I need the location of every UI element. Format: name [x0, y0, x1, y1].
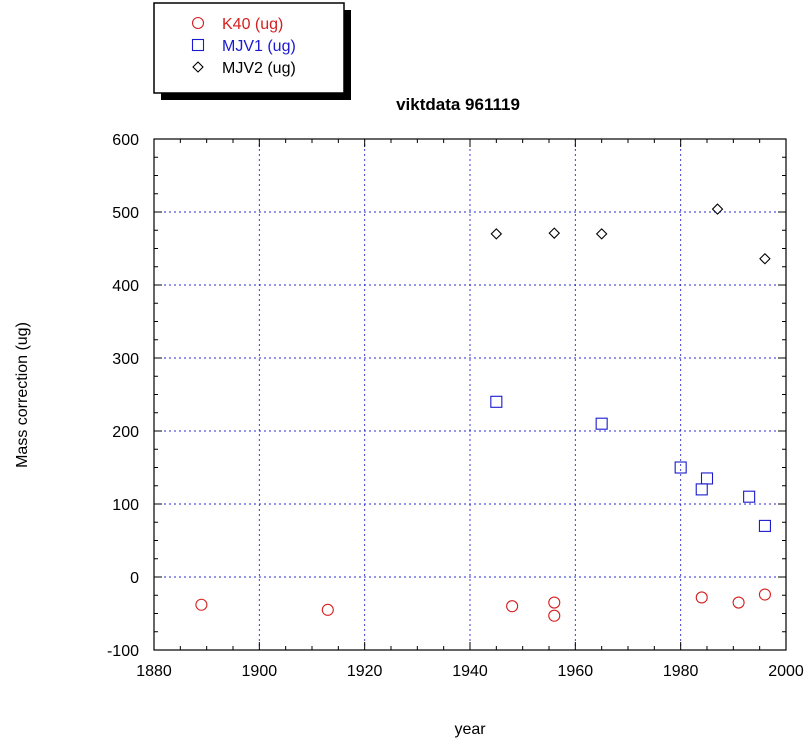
legend-label: MJV2 (ug) — [222, 60, 296, 77]
legend-label: MJV1 (ug) — [222, 38, 296, 55]
legend-box — [153, 2, 345, 94]
legend-marker-diamond — [192, 61, 204, 73]
y-tick-label: 300 — [112, 351, 139, 368]
square-point — [674, 461, 687, 474]
diamond-point — [711, 203, 724, 215]
diamond-point — [490, 228, 503, 240]
plot-frame — [153, 138, 787, 651]
diamond-point — [759, 252, 771, 265]
x-axis-label: year — [454, 721, 486, 738]
diamond-point — [548, 227, 561, 239]
square-point — [695, 483, 708, 496]
y-tick-label: 0 — [130, 570, 139, 587]
x-tick-label: 1980 — [663, 663, 699, 680]
circle-point — [321, 603, 334, 616]
y-tick-label: 500 — [112, 205, 139, 222]
circle-point — [506, 600, 519, 613]
y-tick-label: -100 — [107, 643, 139, 660]
circle-point — [732, 596, 745, 609]
legend-label: K40 (ug) — [222, 16, 283, 33]
square-point — [758, 519, 771, 532]
circle-point — [548, 596, 561, 609]
y-tick-label: 200 — [112, 424, 139, 441]
legend-marker-circle — [191, 16, 205, 30]
circle-point — [695, 591, 708, 604]
x-tick-labels: 1880 1900 1920 1940 1960 1980 2000 — [136, 663, 804, 680]
square-point — [595, 417, 608, 430]
x-tick-label: 1920 — [347, 663, 383, 680]
x-tick-label: 1880 — [136, 663, 172, 680]
legend-entries: K40 (ug) MJV1 (ug) MJV2 (ug) — [191, 16, 296, 77]
x-tick-label: 2000 — [768, 663, 804, 680]
y-tick-label: 100 — [112, 497, 139, 514]
chart-title: viktdata 961119 — [396, 95, 520, 114]
circle-point — [758, 588, 771, 601]
legend: K40 (ug) MJV1 (ug) MJV2 (ug) — [153, 2, 351, 100]
y-tick-label: 400 — [112, 278, 139, 295]
y-tick-label: 600 — [112, 132, 139, 149]
square-point — [490, 395, 503, 408]
x-tick-label: 1900 — [242, 663, 278, 680]
tick-marks — [153, 138, 787, 651]
legend-marker-square — [191, 38, 205, 52]
y-tick-labels: -100 0 100 200 300 400 500 600 — [107, 132, 139, 660]
circle-point — [195, 598, 208, 611]
circle-point — [548, 609, 561, 622]
y-axis-label: Mass correction (ug) — [14, 322, 31, 468]
diamond-point — [595, 228, 608, 240]
x-tick-label: 1940 — [452, 663, 488, 680]
grid-lines — [154, 139, 786, 650]
data-points — [195, 203, 771, 622]
square-point — [743, 490, 756, 503]
square-point — [700, 472, 714, 485]
x-tick-label: 1960 — [558, 663, 594, 680]
